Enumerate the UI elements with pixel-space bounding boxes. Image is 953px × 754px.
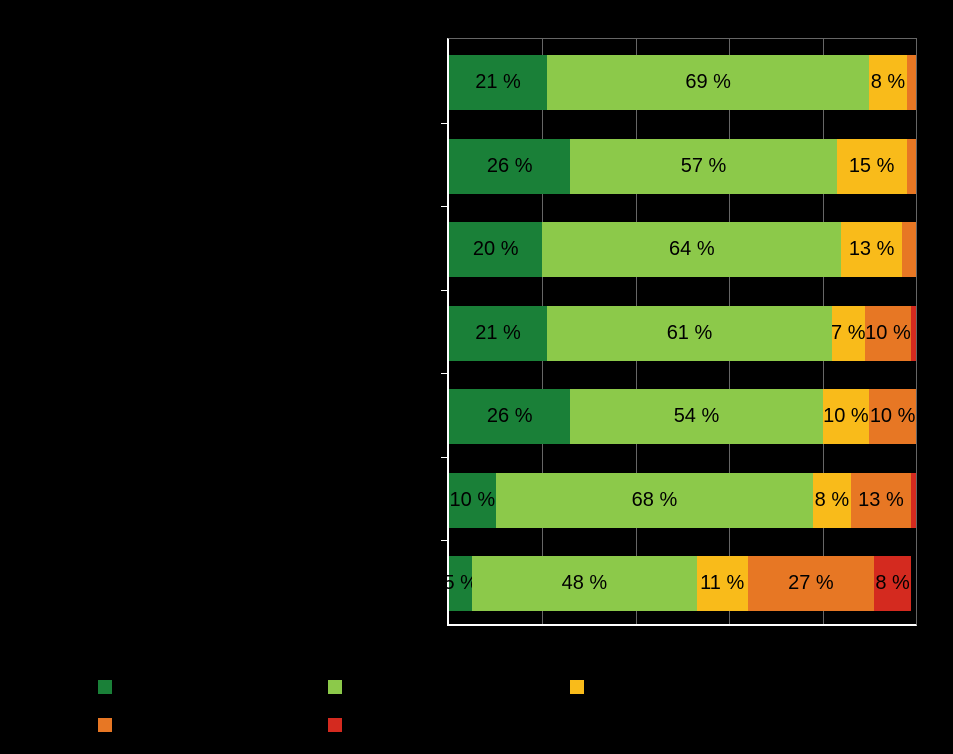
legend-item — [328, 680, 352, 694]
bar-segment-label: 26 % — [487, 405, 533, 428]
bar-segment-label: 10 % — [823, 405, 869, 428]
bar-segment: 8 % — [869, 55, 906, 110]
bar-segment-label: 8 % — [875, 572, 909, 595]
bar-row: 26 % 57 % 15 % — [449, 139, 916, 194]
bar-segment: 61 % — [547, 306, 832, 361]
bar-segment-label: 64 % — [669, 238, 715, 261]
bar-segment-label: 10 % — [450, 489, 496, 512]
bar-segment-label: 68 % — [632, 489, 678, 512]
y-axis-tick — [441, 290, 449, 291]
bar-segment: 13 % — [851, 473, 912, 528]
bar-segment-label: 8 % — [871, 71, 905, 94]
bar-segment-label: 61 % — [667, 322, 713, 345]
bar-segment — [907, 139, 916, 194]
bar-segment: 15 % — [837, 139, 907, 194]
y-axis-tick — [441, 457, 449, 458]
bar-segment: 57 % — [570, 139, 836, 194]
bar-segment-label: 10 % — [870, 405, 916, 428]
legend-item — [98, 718, 122, 732]
bar-row: 26 % 54 % 10 %10 % — [449, 389, 916, 444]
bar-segment: 13 % — [841, 222, 902, 277]
bar-row: 21 % 69 % 8 % — [449, 55, 916, 110]
bar-segment: 54 % — [570, 389, 822, 444]
bar-row: 20 % 64 % 13 % — [449, 222, 916, 277]
bar-segment-label: 11 % — [700, 572, 744, 595]
bar-segment — [902, 222, 916, 277]
bar-segment: 21 % — [449, 306, 547, 361]
y-axis-tick — [441, 206, 449, 207]
legend-swatch — [328, 680, 342, 694]
bar-segment-label: 26 % — [487, 155, 533, 178]
bar-segment: 26 % — [449, 389, 570, 444]
bar-segment: 20 % — [449, 222, 542, 277]
bar-segment-label: 48 % — [562, 572, 608, 595]
bar-segment: 26 % — [449, 139, 570, 194]
bar-segment-label: 7 % — [831, 322, 865, 345]
bar-segment: 11 % — [697, 556, 748, 611]
plot-area: 21 % 69 % 8 % 26 % 57 % 15 % 20 % 64 % 13 % 21 % 6… — [447, 38, 917, 626]
legend-item — [570, 680, 594, 694]
legend-item — [98, 680, 122, 694]
bar-segment: 10 % — [869, 389, 916, 444]
y-axis-tick — [441, 373, 449, 374]
bar-row: 10 % 68 % 8 % 13 % — [449, 473, 916, 528]
bar-segment: 7 % — [832, 306, 865, 361]
bar-segment-label: 27 % — [788, 572, 834, 595]
bar-segment: 69 % — [547, 55, 869, 110]
bar-row: 5 % 48 % 11 % 27 % 8 % — [449, 556, 916, 611]
bar-segment — [907, 55, 916, 110]
bar-segment-label: 69 % — [685, 71, 731, 94]
bar-segment: 8 % — [813, 473, 850, 528]
bar-segment: 10 % — [823, 389, 870, 444]
bar-segment-label: 13 % — [849, 238, 895, 261]
bar-segment: 64 % — [542, 222, 841, 277]
bar-segment-label: 57 % — [681, 155, 727, 178]
legend-item — [328, 718, 352, 732]
bar-segment: 8 % — [874, 556, 911, 611]
y-axis-tick — [441, 540, 449, 541]
bar-segment: 48 % — [472, 556, 696, 611]
bar-segment: 68 % — [496, 473, 814, 528]
bar-row: 21 % 61 % 7 %10 % — [449, 306, 916, 361]
bar-segment-label: 54 % — [674, 405, 720, 428]
chart-page: 21 % 69 % 8 % 26 % 57 % 15 % 20 % 64 % 13 % 21 % 6… — [0, 0, 953, 754]
vertical-gridline — [916, 39, 917, 624]
bar-segment-label: 13 % — [858, 489, 904, 512]
bar-segment-label: 20 % — [473, 238, 519, 261]
bar-segment-label: 10 % — [865, 322, 911, 345]
bar-segment-label: 21 % — [475, 71, 521, 94]
legend-swatch — [570, 680, 584, 694]
bar-segment: 10 % — [449, 473, 496, 528]
bar-segment-label: 21 % — [475, 322, 521, 345]
bar-segment: 27 % — [748, 556, 874, 611]
bar-segment: 10 % — [865, 306, 912, 361]
legend-swatch — [98, 680, 112, 694]
legend-swatch — [98, 718, 112, 732]
bar-segment-label: 8 % — [815, 489, 849, 512]
bar-segment: 5 % — [449, 556, 472, 611]
bar-segment — [911, 306, 916, 361]
bar-segment-label: 15 % — [849, 155, 895, 178]
bar-segment: 21 % — [449, 55, 547, 110]
legend-swatch — [328, 718, 342, 732]
bar-segment — [911, 473, 916, 528]
y-axis-tick — [441, 123, 449, 124]
